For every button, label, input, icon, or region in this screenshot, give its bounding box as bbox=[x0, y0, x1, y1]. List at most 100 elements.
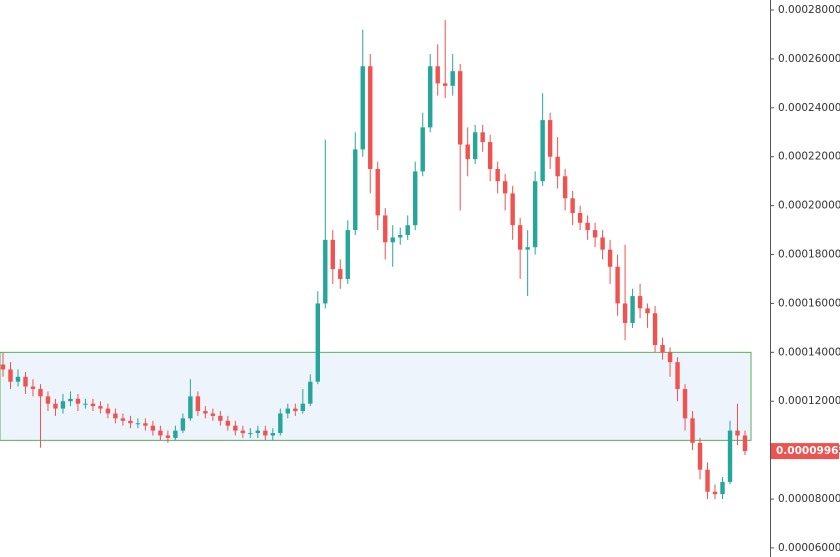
candle-body bbox=[240, 430, 246, 434]
candle-body bbox=[705, 469, 710, 492]
candle-body bbox=[113, 413, 118, 419]
candle-body bbox=[225, 420, 231, 426]
candle-body bbox=[502, 181, 508, 194]
candle-body bbox=[53, 403, 58, 409]
candle-body bbox=[165, 435, 171, 438]
candle-body bbox=[345, 230, 350, 279]
candle-body bbox=[278, 413, 283, 434]
y-tick-label: 0.00008000 bbox=[778, 493, 840, 505]
y-tick-label: 0.00022000 bbox=[778, 151, 840, 163]
candle-body bbox=[480, 132, 485, 143]
candle-body bbox=[472, 132, 478, 160]
candle-body bbox=[398, 234, 403, 238]
candle-body bbox=[308, 381, 313, 404]
candle-body bbox=[667, 352, 673, 363]
last-price-label: 0.00009962 bbox=[776, 445, 840, 457]
candle-body bbox=[682, 389, 688, 419]
candle-body bbox=[270, 433, 276, 436]
y-tick-label: 0.00018000 bbox=[778, 249, 840, 261]
candle-body bbox=[607, 249, 613, 267]
candle-body bbox=[720, 481, 725, 495]
candle-body bbox=[83, 403, 88, 405]
y-tick-label: 0.00028000 bbox=[778, 4, 840, 16]
candle-body bbox=[330, 239, 335, 270]
y-tick-label: 0.00024000 bbox=[778, 102, 840, 114]
candle-body bbox=[105, 408, 111, 414]
candle-body bbox=[233, 425, 238, 431]
candle-body bbox=[173, 430, 178, 438]
candle-body bbox=[360, 66, 365, 150]
candle-body bbox=[495, 168, 500, 182]
candle-body bbox=[525, 247, 530, 250]
candle-body bbox=[248, 433, 253, 435]
candle-body bbox=[45, 396, 51, 404]
candle-body bbox=[383, 215, 388, 243]
candle-body bbox=[457, 71, 463, 145]
candle-body bbox=[188, 396, 193, 419]
candle-body bbox=[532, 181, 538, 248]
candle-body bbox=[420, 127, 425, 172]
candle-body bbox=[637, 296, 643, 309]
candle-body bbox=[353, 149, 358, 231]
candle-body bbox=[8, 369, 13, 382]
candle-body bbox=[697, 442, 703, 470]
candle-body bbox=[98, 406, 103, 409]
candle-body bbox=[577, 212, 583, 223]
candle-body bbox=[465, 144, 470, 160]
candle-body bbox=[660, 345, 665, 353]
candle-body bbox=[413, 171, 418, 226]
candle-body bbox=[38, 389, 43, 397]
candle-body bbox=[203, 411, 208, 414]
zone bbox=[0, 351, 752, 441]
candle-body bbox=[405, 225, 410, 235]
candle-body bbox=[645, 308, 650, 314]
candle-body bbox=[547, 120, 553, 157]
candle-body bbox=[443, 83, 448, 86]
candle-body bbox=[630, 296, 635, 324]
candle-body bbox=[562, 176, 568, 199]
candle-body bbox=[68, 398, 73, 402]
candle-body bbox=[120, 418, 126, 421]
candle-body bbox=[128, 420, 133, 424]
candle-body bbox=[180, 418, 186, 431]
y-tick-label: 0.00016000 bbox=[778, 297, 840, 309]
candle-body bbox=[487, 142, 493, 169]
candle-body bbox=[23, 376, 28, 387]
candle-body bbox=[375, 168, 380, 216]
candle-body bbox=[255, 430, 261, 434]
candle-body bbox=[555, 156, 560, 177]
candle-body bbox=[592, 230, 598, 238]
last-price-tag bbox=[771, 443, 839, 460]
candle-body bbox=[510, 193, 515, 226]
candle-body bbox=[690, 418, 695, 443]
candle-body bbox=[210, 413, 216, 416]
y-tick-label: 0.00020000 bbox=[778, 200, 840, 212]
candle-body bbox=[615, 266, 620, 304]
candle-body bbox=[742, 435, 748, 452]
candle-body bbox=[143, 423, 148, 426]
candle-body bbox=[90, 403, 96, 407]
candle-body bbox=[315, 303, 320, 382]
candle-body bbox=[735, 430, 740, 436]
candle-body bbox=[600, 237, 605, 250]
candle-body bbox=[150, 425, 156, 431]
y-tick-label: 0.00026000 bbox=[778, 53, 840, 65]
candle-body bbox=[435, 66, 440, 84]
y-tick-label: 0.00012000 bbox=[778, 395, 840, 407]
candle-body bbox=[285, 408, 291, 414]
candle-body bbox=[15, 376, 21, 382]
candle-body bbox=[135, 423, 141, 425]
candle-body bbox=[195, 396, 201, 412]
candle-body bbox=[712, 491, 718, 495]
candle-body bbox=[218, 415, 223, 421]
candle-body bbox=[540, 120, 545, 182]
y-tick-label: 0.00006000 bbox=[778, 542, 840, 554]
candle-body bbox=[300, 403, 305, 412]
candle-body bbox=[585, 222, 590, 231]
y-tick-label: 0.00014000 bbox=[778, 346, 840, 358]
candle-body bbox=[450, 71, 455, 86]
candle-body bbox=[652, 313, 658, 346]
candle-body bbox=[293, 408, 298, 412]
